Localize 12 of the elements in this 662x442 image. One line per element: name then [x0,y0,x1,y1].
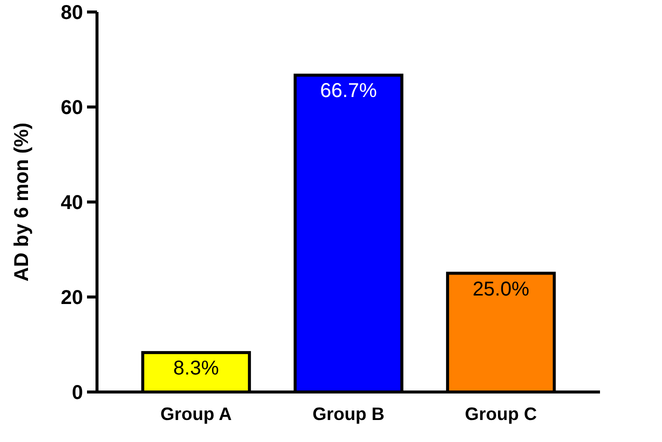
data-label: 66.7% [320,80,378,102]
y-axis-title: AD by 6 mon (%) [11,122,33,282]
x-tick-label: Group A [160,404,232,424]
y-tick-label: 80 [60,2,83,24]
y-tick-label: 0 [72,382,83,404]
data-label: 25.0% [472,278,530,300]
x-tick-label: Group C [464,404,537,424]
y-tick-label: 20 [60,287,83,309]
y-tick-label: 40 [60,192,83,214]
x-tick-label: Group B [312,404,384,424]
data-label: 8.3% [173,358,220,380]
y-tick-label: 60 [60,97,83,119]
